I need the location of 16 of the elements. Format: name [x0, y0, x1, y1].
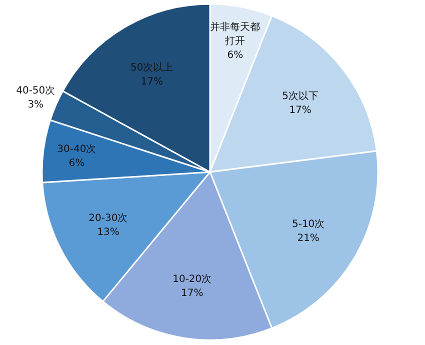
data-label: 13%: [97, 226, 120, 238]
slice-label: 40-50次: [16, 86, 56, 97]
slice-label: 5次以下: [282, 90, 318, 102]
slice-label: 30-40次: [57, 144, 96, 156]
slice-label: 5-10次: [292, 219, 325, 230]
data-label: 3%: [28, 100, 44, 111]
data-label: 6%: [68, 158, 85, 170]
data-label: 17%: [140, 76, 163, 88]
slice-label: 50次以上: [130, 62, 174, 74]
data-label: 17%: [181, 288, 204, 299]
slice-label: 并非每天都打开: [210, 20, 260, 47]
slice-label: 20-30次: [88, 212, 128, 224]
data-label: 6%: [227, 50, 244, 61]
data-label: 17%: [289, 104, 312, 116]
slice-label: 10-20次: [172, 274, 212, 285]
data-label: 21%: [297, 233, 320, 244]
